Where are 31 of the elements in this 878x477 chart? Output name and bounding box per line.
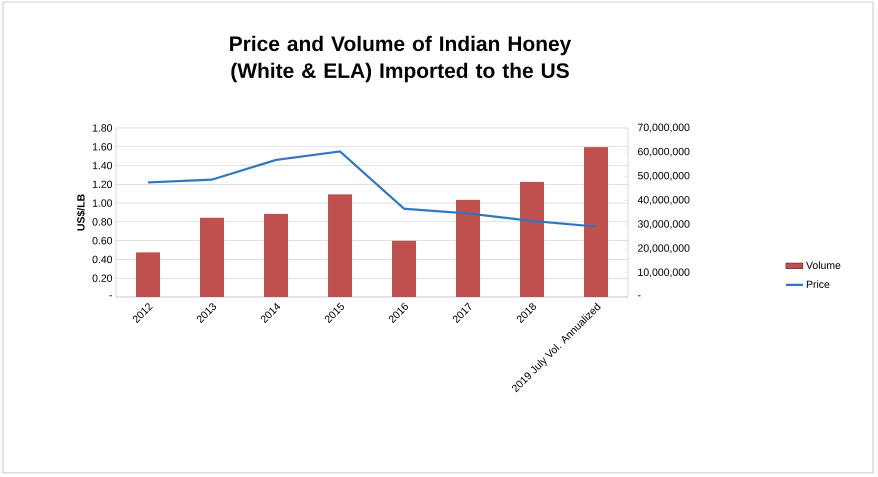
bar (456, 200, 480, 297)
y-tick-label: 1.00 (92, 199, 112, 207)
y-tick-label: 1.40 (92, 162, 112, 170)
y-tick-label: - (109, 295, 112, 296)
y-tick-label: 1.60 (92, 143, 112, 150)
line-series (146, 150, 598, 228)
y2-tick-label: 20,000,000 (638, 244, 690, 254)
y2-tick-label: 10,000,000 (638, 268, 690, 278)
bar (136, 252, 160, 297)
y-tick-label: 0.40 (92, 256, 112, 264)
y-tick-label: 0.60 (92, 236, 112, 244)
y-tick-label: 1.20 (92, 180, 112, 188)
bar (200, 218, 224, 297)
y-tick-label: 0.80 (92, 218, 112, 226)
y2-tick-label: 50,000,000 (638, 172, 690, 181)
y-axis-title: US$/LB (76, 194, 86, 230)
y2-tick-label: 40,000,000 (638, 196, 690, 205)
chart-title: Price and Volume of Indian Honey (White & ELA) Imported to the US (230, 36, 572, 82)
bar (584, 147, 608, 297)
legend-label: Price (806, 280, 830, 288)
y2-tick-label: - (638, 295, 641, 296)
bar (520, 182, 544, 297)
bar (264, 214, 288, 297)
bar (392, 240, 416, 297)
y-tick-label: 1.80 (92, 124, 112, 132)
y-tick-label: 0.20 (92, 274, 112, 282)
y2-tick-label: 70,000,000 (638, 124, 690, 132)
bar (328, 194, 352, 297)
y2-tick-label: 60,000,000 (638, 148, 690, 156)
legend-label: Volume (806, 261, 840, 269)
y2-tick-label: 30,000,000 (638, 220, 690, 229)
